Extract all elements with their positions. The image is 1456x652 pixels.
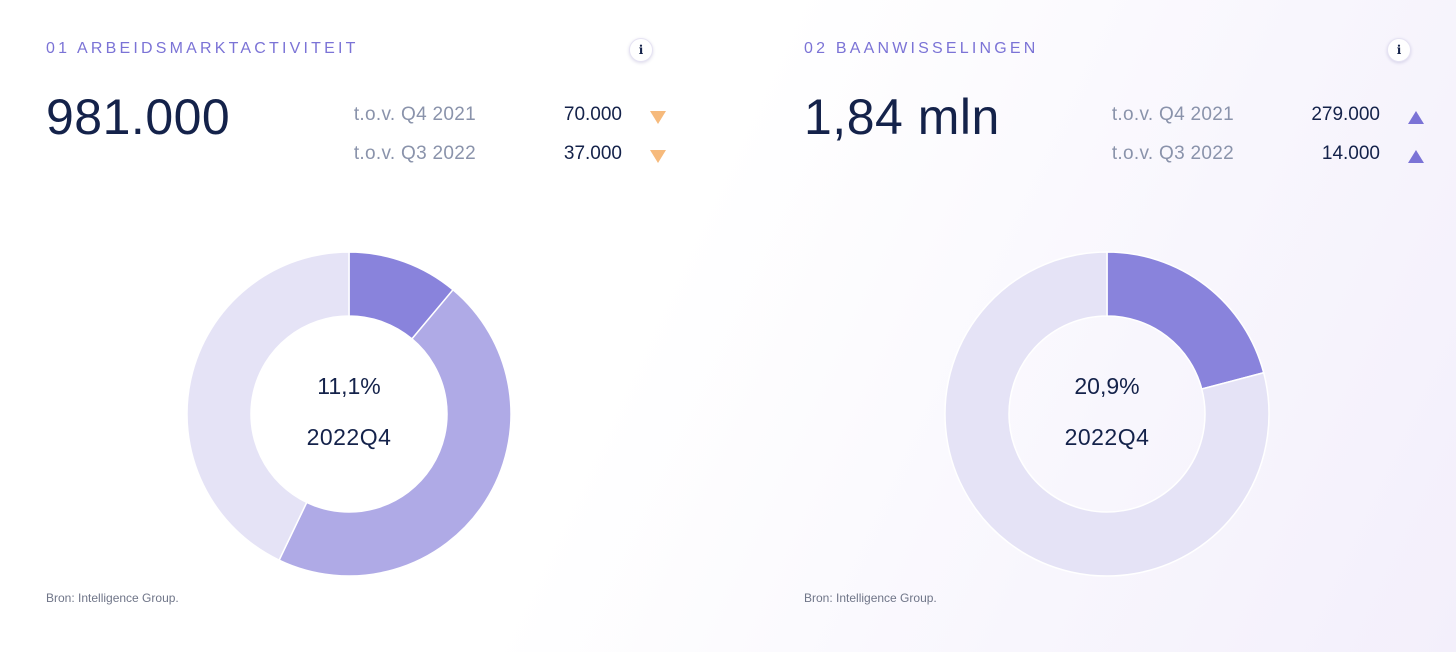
big-value: 981.000 [46,89,231,145]
comparison-label: t.o.v. Q3 2022 [353,143,476,164]
source-note: Bron: Intelligence Group. [46,591,179,605]
comparison-value: 14.000 [1321,143,1380,164]
comparison-value: 37.000 [563,143,622,164]
info-icon[interactable]: i [629,38,653,62]
triangle-up-icon [1408,111,1424,124]
donut-center-period: 2022Q4 [1064,424,1150,450]
donut-chart [186,251,512,577]
comparison-row: t.o.v. Q3 2022 14.000 [804,143,1424,169]
comparison-row: t.o.v. Q3 2022 37.000 [46,143,666,169]
panel-title: 01 ARBEIDSMARKTACTIVITEIT [46,40,359,57]
panel-title: 02 BAANWISSELINGEN [804,40,1039,57]
comparison-label: t.o.v. Q4 2021 [353,104,476,125]
donut-slice [278,288,512,577]
donut-center-period: 2022Q4 [306,424,392,450]
donut-center-percentage: 20,9% [1074,373,1140,399]
donut-slice [1106,251,1265,390]
comparison-value: 70.000 [563,104,622,125]
panel-arbeidsmarktactiviteit: 01 ARBEIDSMARKTACTIVITEIT i 981.000 t.o.… [46,0,666,652]
donut-center-percentage: 11,1% [317,373,381,399]
info-icon[interactable]: i [1387,38,1411,62]
donut-slice [944,251,1270,577]
comparison-row: t.o.v. Q4 2021 279.000 [804,104,1424,130]
panel-baanwisselingen: 02 BAANWISSELINGEN i 1,84 mln t.o.v. Q4 … [804,0,1424,652]
triangle-down-icon [650,111,666,124]
comparison-label: t.o.v. Q4 2021 [1111,104,1234,125]
comparison-label: t.o.v. Q3 2022 [1111,143,1234,164]
triangle-up-icon [1408,150,1424,163]
donut-chart [944,251,1270,577]
source-note: Bron: Intelligence Group. [804,591,937,605]
donut-slice [186,251,350,562]
big-value: 1,84 mln [804,89,1000,145]
comparison-value: 279.000 [1311,104,1380,125]
comparison-row: t.o.v. Q4 2021 70.000 [46,104,666,130]
triangle-down-icon [650,150,666,163]
